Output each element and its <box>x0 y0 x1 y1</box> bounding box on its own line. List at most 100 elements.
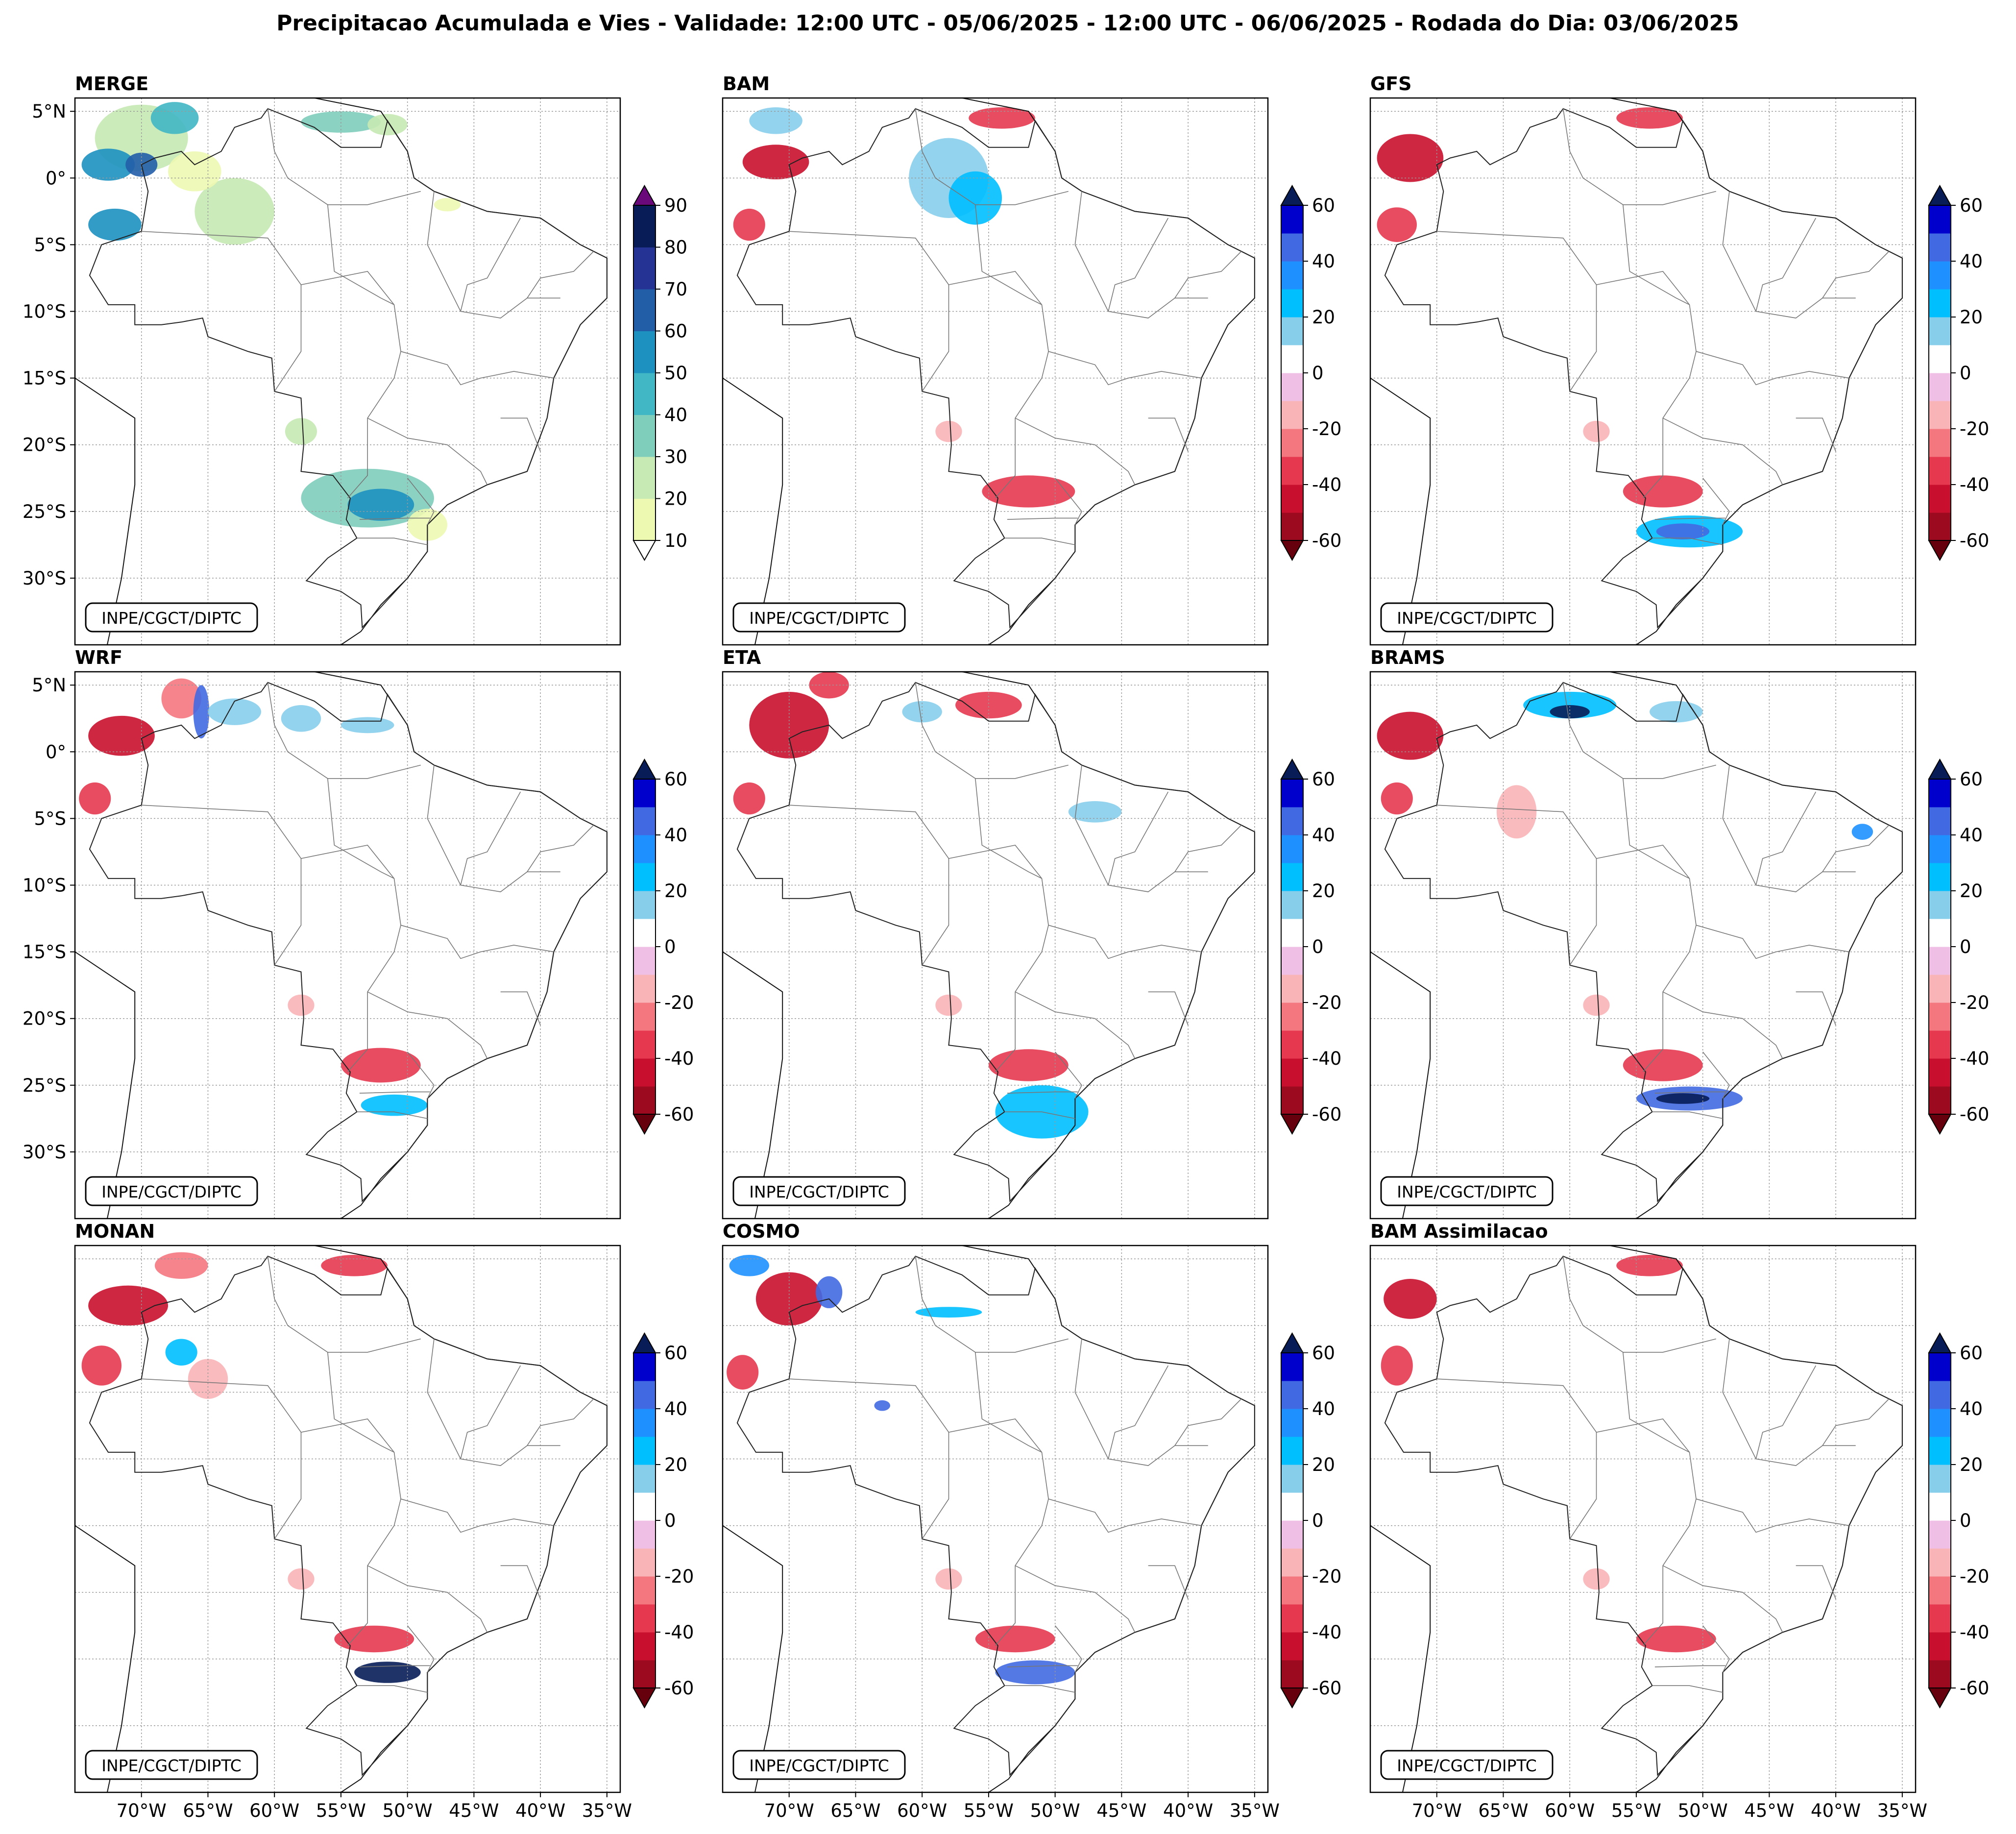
colorbar-tick-label: -20 <box>1960 1566 1989 1587</box>
precip-field <box>727 1355 759 1390</box>
colorbar-tick-label: 40 <box>1960 825 1983 846</box>
state-border <box>1722 191 1756 312</box>
precip-field <box>935 994 962 1016</box>
credit-label: INPE/CGCT/DIPTC <box>101 1756 242 1775</box>
state-border <box>1596 271 1697 499</box>
precip-field <box>1384 1279 1437 1319</box>
lon-tick-label: 50°W <box>1030 1800 1080 1821</box>
credit-label: INPE/CGCT/DIPTC <box>749 1756 889 1775</box>
precip-field <box>948 171 1002 225</box>
state-border <box>1722 765 1756 885</box>
map-background <box>75 1246 620 1792</box>
credit-label: INPE/CGCT/DIPTC <box>749 1182 889 1201</box>
colorbar-tick-label: 20 <box>1312 1454 1335 1475</box>
precip-field <box>1377 207 1417 242</box>
state-border <box>1148 991 1189 1026</box>
colorbar-tick-label: -60 <box>1960 530 1989 551</box>
lon-tick-label: 45°W <box>1744 1800 1794 1821</box>
colorbar-segment <box>633 373 656 415</box>
colorbar-tick-label: -40 <box>1312 1622 1341 1643</box>
lon-tick-label: 60°W <box>249 1800 299 1821</box>
precip-field <box>1616 1255 1683 1276</box>
colorbar-extend-min <box>632 540 656 562</box>
state-border <box>975 204 1042 305</box>
state-border <box>1756 871 1856 892</box>
colorbar-segment <box>1281 345 1303 373</box>
precip-field <box>1583 420 1610 442</box>
colorbar-segment <box>633 1381 656 1409</box>
map-panel: GFS INPE/CGCT/DIPTC -60 -40 -20 0 20 40 60 <box>1369 73 1989 646</box>
state-border <box>1562 108 1716 205</box>
precip-field <box>995 1660 1075 1685</box>
lat-tick-label: 0° <box>46 741 66 762</box>
colorbar-segment <box>1929 1604 1951 1633</box>
colorbar-tick-label: -60 <box>1312 1678 1341 1699</box>
panel-title: COSMO <box>723 1221 800 1242</box>
colorbar-segment <box>1281 1353 1303 1381</box>
colorbar-tick-label: 40 <box>1960 251 1983 272</box>
panel-title: MERGE <box>75 73 148 95</box>
precip-field <box>955 691 1022 719</box>
colorbar-tick-label: -20 <box>1960 992 1989 1013</box>
lat-tick-label: 10°S <box>23 301 66 322</box>
state-border <box>915 108 1069 205</box>
precip-field <box>1583 994 1610 1016</box>
precip-field <box>935 420 962 442</box>
colorbar-segment <box>1929 807 1951 835</box>
state-border <box>407 1051 435 1099</box>
state-border <box>1596 1418 1697 1646</box>
colorbar-segment <box>1281 1086 1303 1115</box>
precip-field <box>194 178 275 245</box>
colorbar-tick-label: 40 <box>664 1398 687 1419</box>
state-border <box>1174 1398 1242 1446</box>
colorbar-segment <box>1929 919 1951 947</box>
state-border <box>1796 417 1836 452</box>
colorbar-segment <box>633 975 656 1003</box>
state-border <box>359 517 430 520</box>
colorbar-extend-min <box>1928 1114 1952 1135</box>
panel-title: GFS <box>1370 73 1412 95</box>
colorbar-tick-label: 60 <box>664 321 687 342</box>
colorbar-segment <box>1281 485 1303 513</box>
colorbar-segment <box>1929 429 1951 457</box>
map-panel: BRAMS INPE/CGCT/DIPTC -60 -40 -20 0 20 40 60 <box>1369 647 1989 1220</box>
state-border <box>1702 1051 1730 1099</box>
colorbar-segment <box>1281 233 1303 262</box>
panel-title: BRAMS <box>1370 647 1445 668</box>
colorbar-segment <box>1281 807 1303 835</box>
precip-field <box>1616 107 1683 129</box>
state-border <box>1662 1565 1783 1633</box>
lon-tick-label: 65°W <box>183 1800 233 1821</box>
state-border <box>400 1498 554 1533</box>
credit-box <box>1380 1750 1554 1780</box>
precip-field <box>1623 1049 1703 1081</box>
map-panel: MONAN INPE/CGCT/DIPTC 70°W 65°W 60°W 55°W 50°W… <box>74 1221 694 1821</box>
precip-field <box>88 715 155 756</box>
colorbar-segment <box>1929 373 1951 401</box>
colorbar-segment <box>1929 1381 1951 1409</box>
colorbar-segment <box>633 835 656 863</box>
colorbar-tick-label: 0 <box>1312 936 1324 957</box>
state-border <box>1148 1565 1189 1599</box>
colorbar-segment <box>1281 891 1303 919</box>
precip-field <box>361 1094 428 1116</box>
colorbar-segment <box>633 331 656 373</box>
state-border <box>1108 871 1208 892</box>
map-background <box>1370 672 1916 1219</box>
state-border <box>975 1352 1042 1453</box>
colorbar-segment <box>1281 1660 1303 1688</box>
colorbar-segment <box>633 1660 656 1688</box>
colorbar-segment <box>1281 289 1303 318</box>
colorbar-tick-label: 0 <box>1960 363 1971 384</box>
state-border <box>1108 218 1169 312</box>
state-border <box>1048 925 1202 959</box>
colorbar-tick-label: 30 <box>664 446 687 467</box>
colorbar-tick-label: 40 <box>664 825 687 846</box>
state-border <box>1654 517 1725 520</box>
lon-tick-label: 50°W <box>383 1800 433 1821</box>
state-border <box>948 1418 1049 1646</box>
colorbar-segment <box>1281 1576 1303 1605</box>
precip-field <box>816 1276 843 1308</box>
precip-field <box>434 198 461 212</box>
